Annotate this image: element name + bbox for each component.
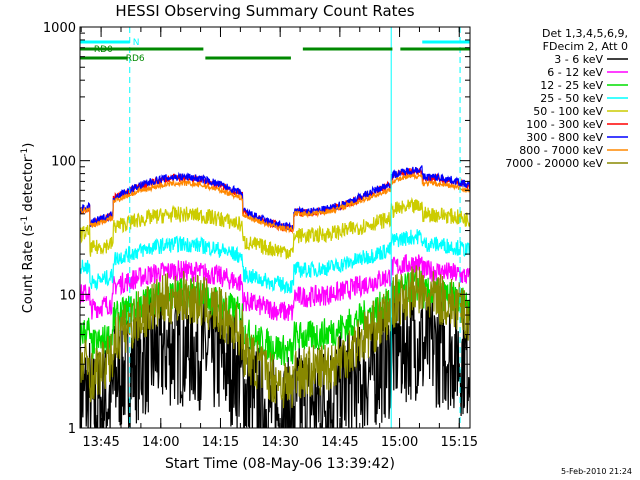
- legend-label: 7000 - 20000 keV: [505, 157, 603, 170]
- series-line-3: [80, 229, 470, 295]
- y-tick-label: 1000: [43, 21, 76, 36]
- x-tick-label: 15:15: [441, 435, 478, 450]
- series-line-4: [80, 196, 470, 260]
- legend-label: 6 - 12 keV: [547, 66, 603, 79]
- data-lines: [80, 165, 470, 428]
- footer-date: 5-Feb-2010 21:24: [561, 467, 632, 476]
- legend-label: 50 - 100 keV: [533, 105, 603, 118]
- x-tick-label: 14:30: [261, 435, 298, 450]
- x-tick-label: 15:00: [381, 435, 418, 450]
- series-line-1: [80, 254, 470, 322]
- series-line-7: [80, 172, 470, 235]
- series-line-8: [80, 265, 470, 409]
- x-tick-label: 14:45: [321, 435, 358, 450]
- plot-frame: [79, 26, 471, 429]
- y-axis-label: Count Rate (s-1 detector-1): [20, 143, 36, 314]
- legend-header: Det 1,3,4,5,6,9,: [542, 27, 628, 40]
- x-tick-label: 13:45: [82, 435, 119, 450]
- x-axis-label: Start Time (08-May-06 13:39:42): [165, 456, 395, 472]
- series-line-0: [80, 284, 470, 428]
- rd0-label: RD0: [94, 45, 113, 55]
- legend-label: 3 - 6 keV: [554, 53, 603, 66]
- legend-label: 25 - 50 keV: [540, 92, 603, 105]
- legend-label: 800 - 7000 keV: [519, 144, 603, 157]
- legend: Det 1,3,4,5,6,9,FDecim 2, Att 03 - 6 keV…: [505, 27, 628, 170]
- rd6-label: RD6: [126, 54, 145, 64]
- x-tick-label: 14:15: [202, 435, 239, 450]
- n-label: N: [133, 38, 140, 48]
- y-tick-label: 10: [59, 288, 76, 303]
- legend-header: FDecim 2, Att 0: [543, 40, 628, 53]
- y-tick-label: 100: [51, 155, 76, 170]
- legend-label: 12 - 25 keV: [540, 79, 603, 92]
- x-tick-label: 14:00: [142, 435, 179, 450]
- legend-label: 100 - 300 keV: [526, 118, 603, 131]
- plot-area: N RD0 RD6 1 10 100 1000 13:45 14:00 14:15 14:30 14:…: [43, 21, 478, 450]
- legend-label: 300 - 800 keV: [526, 131, 603, 144]
- chart-title: HESSI Observing Summary Count Rates: [115, 2, 414, 20]
- y-tick-label: 1: [68, 422, 76, 437]
